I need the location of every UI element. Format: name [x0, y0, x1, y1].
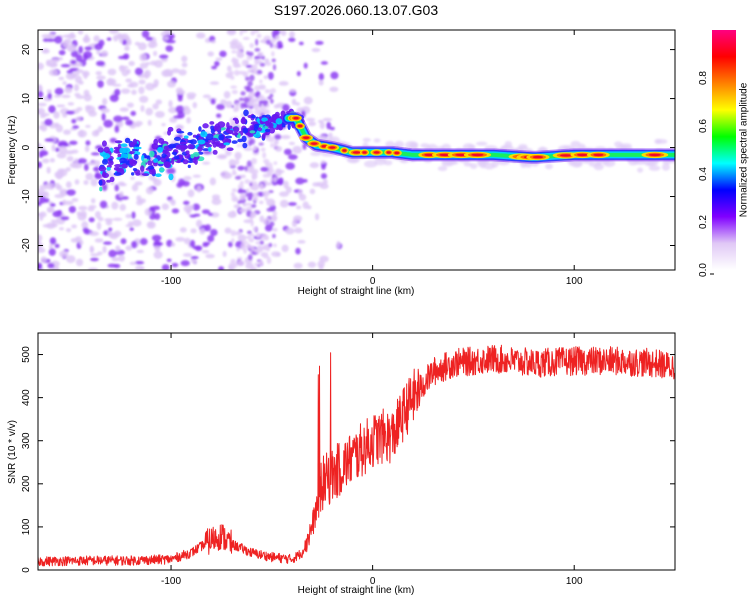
spectrogram-image: [38, 30, 675, 270]
colorbar-tick-label: 0.2: [698, 215, 709, 229]
x-tick-label: 0: [370, 576, 376, 587]
colorbar-tick-label: 0.6: [698, 119, 709, 133]
y-tick-label: 300: [21, 432, 32, 449]
spectrogram-x-ticks: -100 0 100: [161, 30, 583, 287]
colorbar-label: Normalized spectral amplitude: [739, 82, 750, 217]
y-tick-label: 100: [21, 518, 32, 535]
snr-panel: -100 0 100 0 100 200 300 400 500 Height of stra…: [7, 332, 676, 596]
y-tick-label: 400: [21, 389, 32, 406]
spectrogram-y-ticks: -20 -10 0 10 20: [21, 44, 675, 253]
spectrogram-frame: [37, 29, 676, 271]
snr-frame: [37, 332, 676, 571]
ridge-blobs: [97, 108, 675, 192]
y-tick-label: 500: [21, 346, 32, 363]
y-tick-label: 0: [21, 144, 32, 150]
y-tick-label: -20: [21, 238, 32, 253]
spectrogram-x-axis-label: Height of straight line (km): [298, 286, 415, 297]
chart-title: S197.2026.060.13.07.G03: [273, 2, 439, 18]
x-tick-label: -100: [161, 576, 181, 587]
snr-x-ticks: -100 0 100: [161, 333, 583, 587]
y-tick-label: 0: [21, 567, 32, 573]
x-tick-label: 0: [370, 276, 376, 287]
colorbar-tick-label: 0.4: [698, 167, 709, 181]
x-tick-label: 100: [566, 576, 583, 587]
snr-y-ticks: 0 100 200 300 400 500: [21, 346, 675, 573]
snr-series-line: [38, 344, 675, 567]
colorbar-tick-label: 0.0: [698, 263, 709, 277]
colorbar-tick-label: 0.8: [698, 71, 709, 85]
x-tick-label: -100: [161, 276, 181, 287]
snr-y-axis-label: SNR (10 * v/v): [7, 420, 18, 484]
y-tick-label: -10: [21, 189, 32, 204]
x-tick-label: 100: [566, 276, 583, 287]
snr-x-axis-label: Height of straight line (km): [298, 585, 415, 596]
colorbar-gradient: [712, 30, 736, 270]
colorbar: 0.0 0.2 0.4 0.6 0.8 Normalized spectral ampl…: [698, 30, 750, 277]
y-tick-label: 20: [21, 44, 32, 56]
y-tick-label: 200: [21, 475, 32, 492]
noise-blobs: [38, 30, 675, 270]
spectrogram-y-axis-label: Frequency (Hz): [7, 116, 18, 185]
y-tick-label: 10: [21, 93, 32, 105]
colorbar-ticks: 0.0 0.2 0.4 0.6 0.8: [698, 71, 714, 277]
